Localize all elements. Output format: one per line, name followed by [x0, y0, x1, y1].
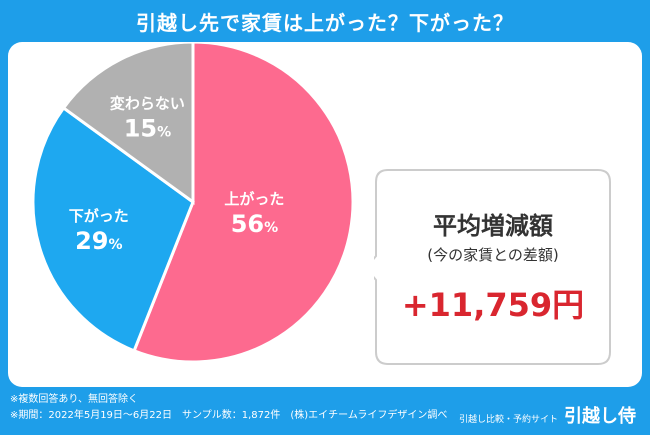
- callout-bubble: [374, 169, 611, 365]
- callout-title: 平均増減額: [433, 212, 553, 240]
- chart-panel: 上がった 56% 下がった 29% 変わらない 15% 平均増減額 (今の家賃との差額) …: [8, 42, 642, 387]
- pie-chart: 上がった 56% 下がった 29% 変わらない 15%: [31, 42, 355, 364]
- slice-value-1: 56%: [231, 210, 278, 238]
- footnote-2: ※期間：2022年5月19日〜6月22日 サンプル数：1,872件 (株)エイチ…: [10, 410, 448, 421]
- brand-logo-name: 引越し侍: [564, 406, 636, 427]
- pie-slice-3: [61, 42, 195, 205]
- pie-slice-2: [31, 105, 195, 353]
- slice-label-3: 変わらない: [110, 94, 185, 112]
- footnote-1: ※複数回答あり、無回答除く: [10, 394, 138, 405]
- slice-label-1: 上がった: [224, 190, 284, 208]
- brand: 引越し比較・予約サイト 引越し侍: [459, 402, 636, 428]
- brand-tagline: 引越し比較・予約サイト: [458, 415, 558, 425]
- slice-value-3: 15%: [124, 114, 171, 142]
- pie-slice-1: [132, 42, 355, 364]
- callout-subtitle: (今の家賃との差額): [427, 246, 559, 264]
- chart-title: 引越し先で家賃は上がった？下がった？: [136, 10, 514, 35]
- slice-label-2: 下がった: [69, 207, 129, 225]
- slice-value-2: 29%: [75, 227, 122, 255]
- footnotes: ※複数回答あり、無回答除く ※期間：2022年5月19日〜6月22日 サンプル数…: [10, 392, 470, 424]
- callout-value: +11,759円: [401, 286, 585, 324]
- average-change-callout: 平均増減額 (今の家賃との差額) +11,759円: [374, 168, 612, 366]
